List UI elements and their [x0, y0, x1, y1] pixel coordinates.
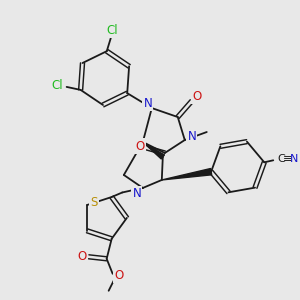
Text: Cl: Cl	[52, 80, 64, 92]
Polygon shape	[162, 169, 212, 180]
Text: ≡: ≡	[283, 154, 292, 164]
Text: C: C	[277, 154, 285, 164]
Polygon shape	[143, 142, 164, 159]
Text: S: S	[90, 196, 98, 208]
Text: O: O	[77, 250, 86, 263]
Text: O: O	[135, 140, 144, 152]
Text: N: N	[133, 188, 141, 200]
Text: Cl: Cl	[106, 24, 118, 37]
Text: N: N	[143, 97, 152, 110]
Text: N: N	[290, 154, 298, 164]
Text: N: N	[188, 130, 196, 142]
Text: O: O	[114, 269, 123, 282]
Text: O: O	[192, 90, 201, 103]
